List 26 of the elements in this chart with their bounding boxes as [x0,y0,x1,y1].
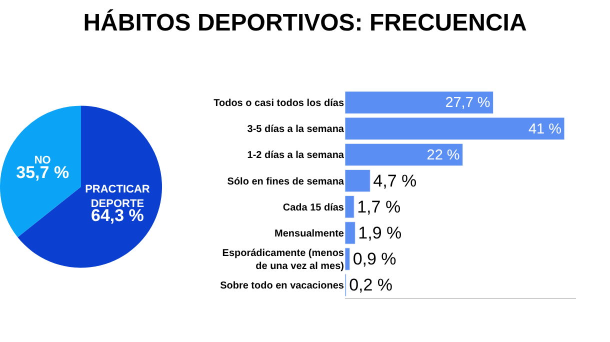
y-tick-label: Sobre todo en vacaciones [220,280,344,292]
pie-slice [18,106,162,268]
data-label: 1,7 % [357,197,401,216]
y-tick-label: Mensualmente [274,228,344,240]
y-tick-label: Cada 15 días [282,202,344,214]
pie-slice [0,106,81,238]
bar [345,222,356,244]
y-tick-label: Sólo en fines de semana [227,176,344,188]
bar [345,169,370,192]
data-label: 41 % [528,121,562,138]
bar [345,91,494,114]
data-label: 0,2 % [349,276,393,295]
y-tick-label: 3-5 días a la semana [247,124,344,136]
bar [345,117,565,140]
y-tick-label: 1-2 días a la semana [247,150,344,162]
bar [345,143,463,166]
bar [345,248,350,270]
y-tick-label: Todos o casi todos los días [214,98,344,110]
bar [345,196,354,218]
data-label: 0,9 % [352,250,396,269]
y-tick-label: Esporádicamente (menos de una vez al mes) [222,248,344,272]
text: HÁBITOS DEPORTIVOS: FRECUENCIA [83,8,527,36]
data-label: 1,9 % [358,223,402,242]
data-label: 4,7 % [373,171,417,190]
data-label: 27,7 % [445,95,490,112]
data-label: 22 % [426,147,460,164]
